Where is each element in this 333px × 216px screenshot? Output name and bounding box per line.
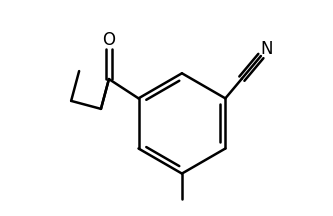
Text: N: N (260, 40, 273, 58)
Text: O: O (103, 31, 116, 49)
